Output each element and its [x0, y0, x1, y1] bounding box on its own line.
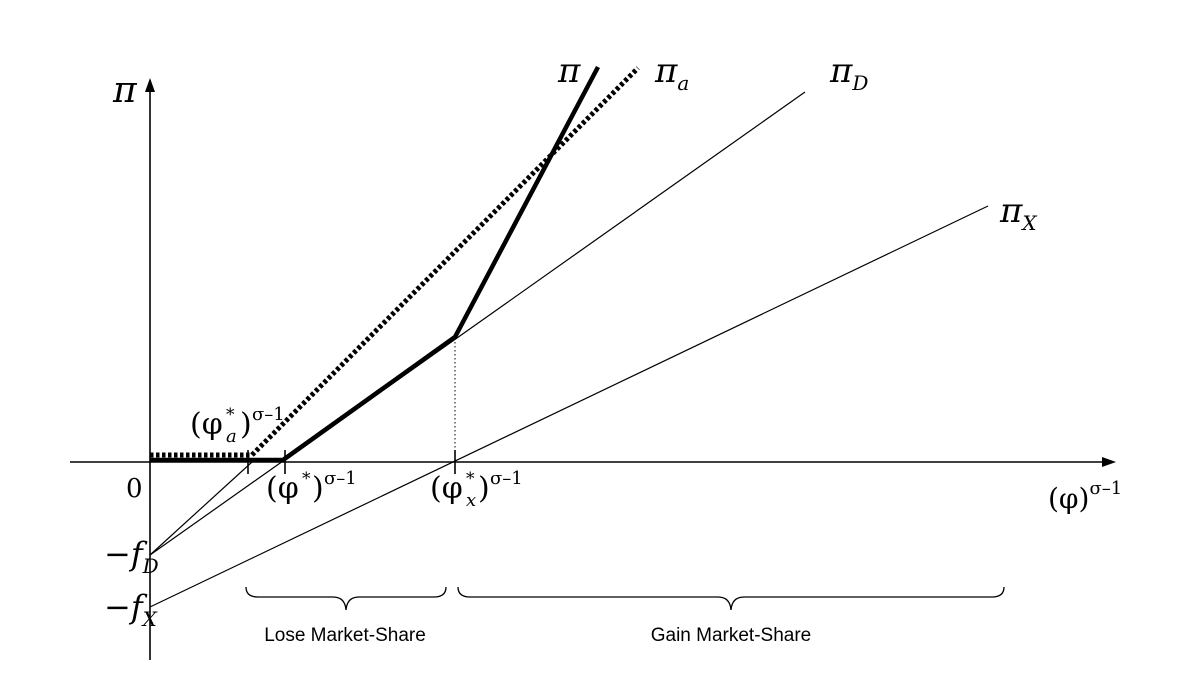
svg-text:(φ: (φ	[430, 471, 463, 506]
svg-text:σ–1: σ–1	[324, 468, 357, 489]
pi-D-line	[149, 91, 806, 556]
svg-text:a: a	[226, 426, 237, 447]
phi-star-label: (φ * ) σ–1	[266, 468, 357, 506]
svg-text:x: x	[466, 490, 476, 511]
x-axis-arrowhead	[1102, 457, 1116, 467]
y-axis-arrowhead	[145, 78, 155, 92]
pi-D-label: πD	[829, 51, 868, 95]
svg-text:(φ: (φ	[190, 407, 223, 442]
lose-market-share-label: Lose Market-Share	[264, 625, 426, 646]
pi-a-curve	[150, 66, 640, 458]
svg-text:σ–1: σ–1	[490, 468, 523, 489]
pi-X-line	[149, 205, 989, 608]
gain-market-share-brace	[457, 586, 1005, 611]
pi-a-label: πa	[654, 51, 689, 95]
phi-x-star-label: (φ * x ) σ–1	[430, 468, 523, 511]
pi-X-label: πX	[999, 191, 1037, 235]
svg-text:): )	[312, 471, 324, 506]
svg-text:): )	[240, 407, 252, 442]
neg-fX-label: −fX	[104, 588, 158, 631]
lose-market-share-brace	[245, 586, 447, 611]
pi-curve	[150, 65, 600, 463]
y-axis-label: π	[112, 70, 138, 111]
origin-label: 0	[126, 474, 143, 504]
svg-text:σ–1: σ–1	[252, 404, 285, 425]
pi-a-extension-line	[149, 461, 253, 556]
svg-text:(φ: (φ	[266, 471, 299, 506]
pi-label: π	[557, 51, 581, 91]
x-axis-label: (φ)σ–1	[1048, 478, 1122, 515]
neg-fD-label: −fD	[104, 535, 159, 578]
svg-text:*: *	[302, 469, 311, 489]
svg-text:): )	[478, 471, 490, 506]
svg-text:*: *	[466, 469, 475, 489]
phi-a-star-label: (φ * a ) σ–1	[190, 404, 285, 447]
svg-text:*: *	[226, 405, 235, 425]
gain-market-share-label: Gain Market-Share	[651, 625, 812, 646]
